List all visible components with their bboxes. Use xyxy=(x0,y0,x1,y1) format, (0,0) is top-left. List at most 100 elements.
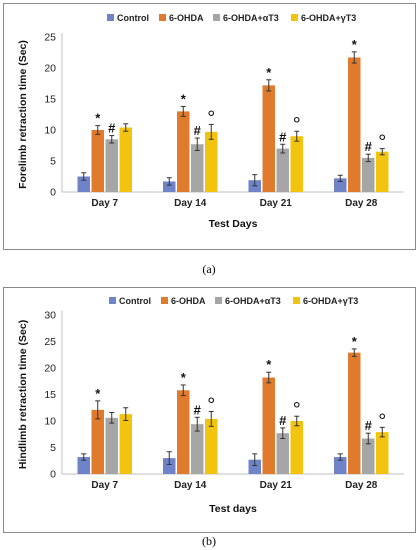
bar xyxy=(334,178,347,192)
bar xyxy=(163,458,176,474)
bar xyxy=(348,57,361,193)
x-axis-title: Test Days xyxy=(209,218,258,230)
significance-marker: # xyxy=(194,123,202,138)
panel-label-b: (b) xyxy=(202,534,216,548)
panel-label-a: (a) xyxy=(202,262,216,276)
bar xyxy=(248,459,261,474)
bar xyxy=(376,432,389,474)
legend-label: 6-OHDA+αT3 xyxy=(223,13,279,23)
significance-marker: * xyxy=(95,111,101,126)
legend-label: 6-OHDA+αT3 xyxy=(225,296,281,306)
legend-swatch xyxy=(213,14,220,21)
legend-swatch xyxy=(107,14,114,21)
chart-panel-a: 0 5 10 15 20 25 Forelimb retraction time (Sec)… xyxy=(3,3,416,250)
significance-marker: # xyxy=(365,139,373,154)
significance-marker: # xyxy=(108,121,116,136)
hindlimb-chart: 0 5 10 15 20 25 30 Hindlimb retraction time (Se… xyxy=(17,296,404,515)
bar xyxy=(205,418,218,474)
bar xyxy=(77,176,90,192)
bar xyxy=(105,417,118,474)
bar xyxy=(177,390,190,474)
legend-label: 6-OHDA xyxy=(169,13,204,23)
x-tick-label: Day 14 xyxy=(174,480,207,491)
significance-marker: # xyxy=(279,129,287,144)
bar xyxy=(376,151,389,192)
significance-marker: * xyxy=(181,91,187,106)
legend: Control 6-OHDA 6-OHDA+αT3 6-OHDA+γT3 xyxy=(107,13,356,23)
significance-marker: * xyxy=(266,65,272,80)
legend-label: 6-OHDA+γT3 xyxy=(301,13,356,23)
significance-marker: ° xyxy=(378,410,386,432)
x-tick-label: Day 14 xyxy=(174,198,207,209)
bar xyxy=(177,111,190,192)
legend-label: 6-OHDA+γT3 xyxy=(303,296,358,306)
legend-swatch xyxy=(161,297,168,304)
bar xyxy=(191,144,204,192)
x-tick-label: Day 21 xyxy=(260,480,293,491)
y-tick-label: 20 xyxy=(44,63,56,75)
bar xyxy=(348,352,361,474)
legend-swatch xyxy=(159,14,166,21)
bar xyxy=(205,131,218,192)
y-tick-label: 5 xyxy=(50,156,56,168)
x-tick-label: Day 7 xyxy=(91,480,118,491)
bar xyxy=(91,409,104,474)
bar xyxy=(91,130,104,192)
bar xyxy=(276,433,289,474)
legend-swatch xyxy=(293,297,300,304)
significance-marker: * xyxy=(95,386,101,401)
bar xyxy=(276,148,289,192)
significance-marker: # xyxy=(279,413,287,428)
bar xyxy=(77,457,90,474)
legend-label: Control xyxy=(119,296,151,306)
significance-marker: ° xyxy=(207,394,215,416)
significance-marker: * xyxy=(352,334,358,349)
y-tick-label: 25 xyxy=(44,32,56,44)
y-axis-title: Forelimb retraction time (Sec) xyxy=(17,40,29,189)
x-axis-title: Test days xyxy=(209,503,257,515)
forelimb-chart: 0 5 10 15 20 25 Forelimb retraction time (Sec)… xyxy=(17,13,404,230)
bar xyxy=(334,457,347,474)
x-tick-label: Day 28 xyxy=(345,480,378,491)
x-tick-label: Day 28 xyxy=(345,198,378,209)
bar xyxy=(262,377,275,474)
bar xyxy=(290,421,303,474)
y-axis-title: Hindlimb retraction time (Sec) xyxy=(17,320,29,469)
significance-marker: ° xyxy=(207,107,215,129)
y-tick-label: 20 xyxy=(44,363,56,375)
significance-marker: * xyxy=(352,37,358,52)
bar xyxy=(119,414,132,474)
significance-marker: * xyxy=(266,357,272,372)
significance-marker: # xyxy=(365,418,373,433)
y-tick-label: 10 xyxy=(44,416,56,428)
bar xyxy=(262,85,275,192)
y-tick-label: 15 xyxy=(44,389,56,401)
y-tick-label: 0 xyxy=(50,469,56,481)
y-tick-label: 30 xyxy=(44,310,56,322)
y-tick-label: 10 xyxy=(44,125,56,137)
legend-label: Control xyxy=(117,13,149,23)
chart-panel-b: 0 5 10 15 20 25 30 Hindlimb retraction time (Se… xyxy=(3,287,416,533)
significance-marker: ° xyxy=(378,132,386,154)
significance-marker: * xyxy=(181,370,187,385)
significance-marker: ° xyxy=(293,399,301,421)
bar xyxy=(362,157,375,192)
legend-swatch xyxy=(291,14,298,21)
legend-swatch xyxy=(215,297,222,304)
y-tick-label: 5 xyxy=(50,442,56,454)
bar xyxy=(119,127,132,192)
bar xyxy=(105,139,118,192)
bar xyxy=(163,181,176,192)
bar xyxy=(191,424,204,474)
legend-label: 6-OHDA xyxy=(171,296,206,306)
bar xyxy=(290,136,303,192)
legend-swatch xyxy=(109,297,116,304)
bar xyxy=(362,438,375,474)
x-tick-label: Day 21 xyxy=(260,198,293,209)
y-tick-label: 25 xyxy=(44,336,56,348)
x-tick-label: Day 7 xyxy=(91,198,118,209)
significance-marker: # xyxy=(194,402,202,417)
y-tick-label: 0 xyxy=(50,187,56,199)
y-tick-label: 15 xyxy=(44,94,56,106)
legend: Control 6-OHDA 6-OHDA+αT3 6-OHDA+γT3 xyxy=(109,296,358,306)
